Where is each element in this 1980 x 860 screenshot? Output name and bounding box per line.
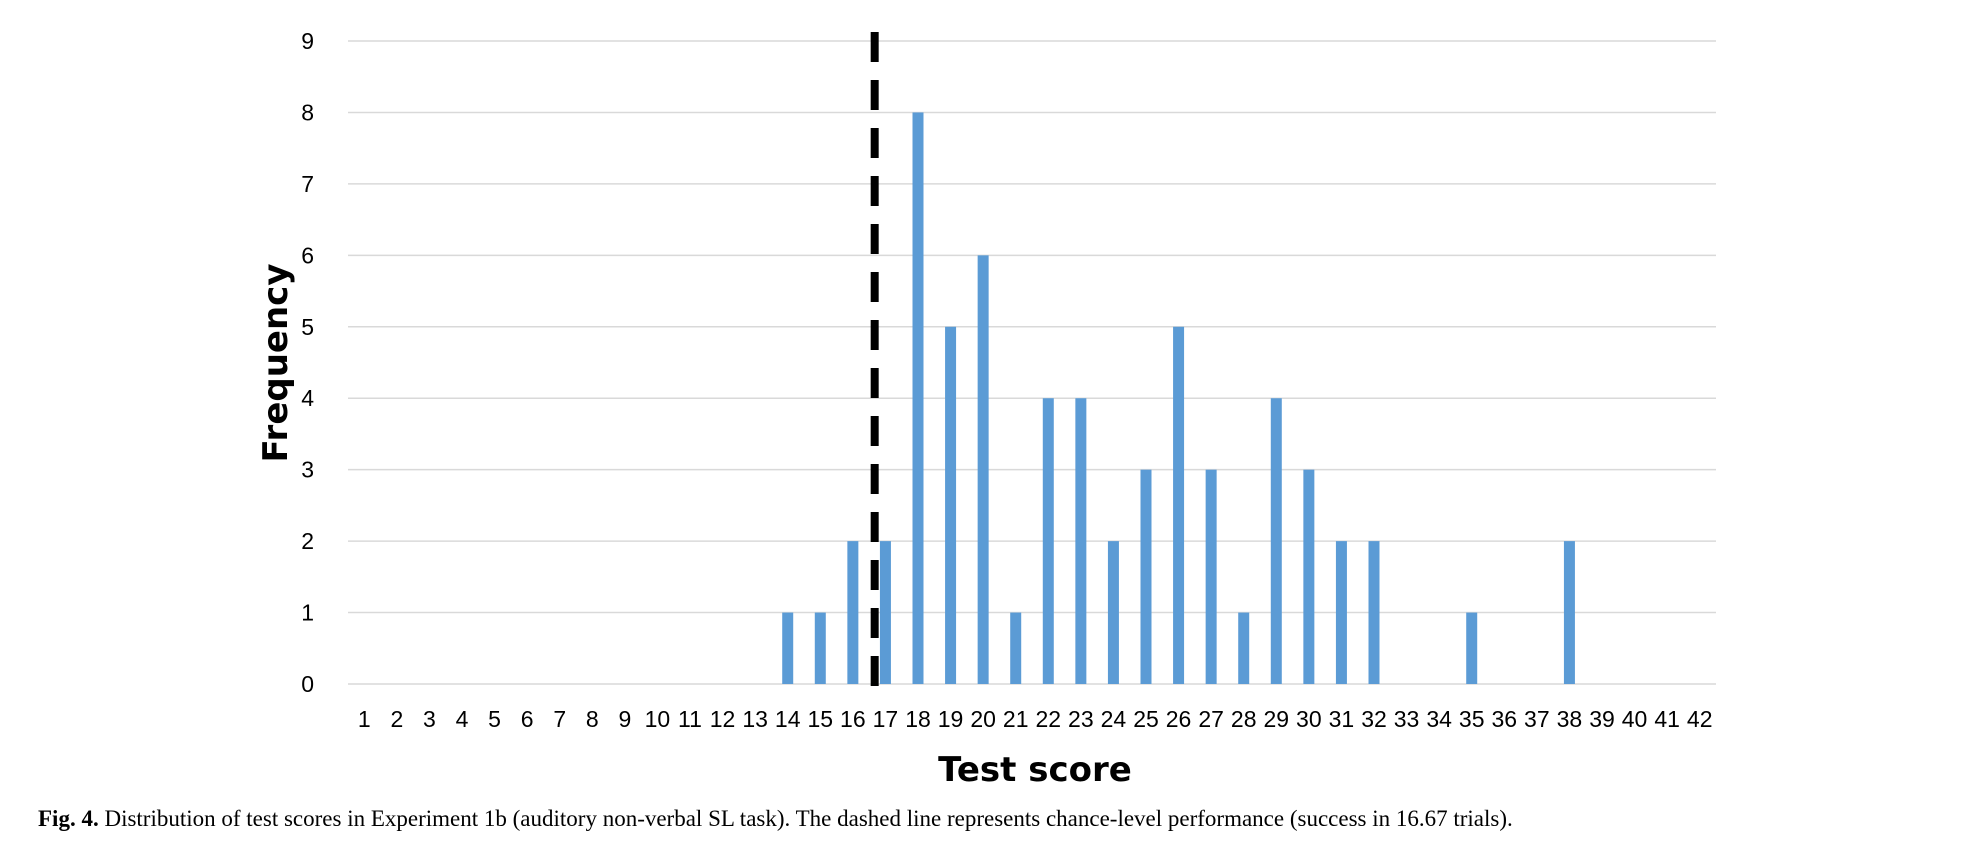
y-tick-label: 6: [301, 242, 314, 268]
x-tick-label: 30: [1296, 706, 1322, 732]
x-tick-label: 39: [1589, 706, 1615, 732]
bar-score-16: [847, 541, 859, 684]
y-tick-label: 3: [301, 457, 314, 483]
x-tick-label: 1: [358, 706, 371, 732]
x-tick-label: 25: [1133, 706, 1159, 732]
x-tick-label: 17: [873, 706, 899, 732]
x-tick-label: 10: [645, 706, 671, 732]
y-tick-label: 1: [301, 600, 314, 626]
bar-score-20: [977, 255, 989, 685]
x-tick-label: 28: [1231, 706, 1257, 732]
x-tick-label: 16: [840, 706, 866, 732]
x-tick-label: 24: [1101, 706, 1127, 732]
x-tick-label: 13: [742, 706, 768, 732]
x-tick-label: 27: [1198, 706, 1224, 732]
y-tick-label: 5: [301, 314, 314, 340]
bar-score-32: [1368, 541, 1380, 684]
x-tick-label: 32: [1361, 706, 1387, 732]
bar-score-25: [1140, 469, 1152, 684]
x-tick-label: 5: [488, 706, 501, 732]
bar-score-23: [1075, 398, 1087, 684]
y-tick-label: 8: [301, 99, 314, 125]
bar-score-21: [1010, 612, 1022, 684]
x-tick-label: 9: [618, 706, 631, 732]
caption-text: Distribution of test scores in Experimen…: [98, 806, 1513, 831]
figure-caption: Fig. 4. Distribution of test scores in E…: [38, 806, 1958, 832]
x-tick-label: 38: [1557, 706, 1583, 732]
x-tick-label: 6: [521, 706, 534, 732]
caption-label: Fig. 4.: [38, 806, 99, 831]
x-axis-title: Test score: [938, 750, 1132, 790]
x-tick-label: 40: [1622, 706, 1648, 732]
x-tick-label: 18: [905, 706, 931, 732]
x-tick-label: 15: [807, 706, 833, 732]
x-tick-label: 29: [1263, 706, 1289, 732]
x-tick-label: 20: [970, 706, 996, 732]
x-tick-label: 8: [586, 706, 599, 732]
x-tick-label: 23: [1068, 706, 1094, 732]
x-tick-label: 26: [1166, 706, 1192, 732]
x-tick-label: 3: [423, 706, 436, 732]
bar-score-27: [1205, 469, 1217, 684]
bar-score-28: [1238, 612, 1250, 684]
bar-score-31: [1335, 541, 1347, 684]
x-axis-ticks: 1 2 3 4 5 6 7 8 9 10 11 12 13 14 15 16 17 18 19 20 21 22 23 24 2…: [358, 706, 1713, 732]
x-tick-label: 36: [1491, 706, 1517, 732]
x-tick-label: 34: [1426, 706, 1452, 732]
x-tick-label: 7: [553, 706, 566, 732]
x-tick-label: 37: [1524, 706, 1550, 732]
bar-score-18: [912, 112, 924, 684]
y-tick-label: 4: [301, 385, 314, 411]
x-tick-label: 4: [456, 706, 469, 732]
y-tick-label: 2: [301, 528, 314, 554]
bars: [782, 112, 1575, 685]
y-tick-label: 9: [301, 28, 314, 54]
x-tick-label: 21: [1003, 706, 1029, 732]
x-tick-label: 42: [1687, 706, 1713, 732]
x-tick-label: 31: [1329, 706, 1355, 732]
bar-score-29: [1270, 398, 1282, 684]
bar-score-15: [814, 612, 826, 684]
bar-score-22: [1042, 398, 1054, 684]
x-tick-label: 12: [710, 706, 736, 732]
bar-score-35: [1466, 612, 1478, 684]
y-tick-label: 7: [301, 171, 314, 197]
bar-score-26: [1173, 326, 1185, 684]
bar-score-14: [782, 612, 794, 684]
x-tick-label: 22: [1035, 706, 1061, 732]
y-axis-title: Frequency: [256, 263, 296, 462]
y-axis-ticks: 0 1 2 3 4 5 6 7 8 9: [301, 28, 314, 697]
x-tick-label: 2: [390, 706, 403, 732]
bar-score-17: [879, 541, 891, 684]
y-tick-label: 0: [301, 671, 314, 697]
bar-score-24: [1107, 541, 1119, 684]
x-tick-label: 33: [1394, 706, 1420, 732]
x-tick-label: 35: [1459, 706, 1485, 732]
x-tick-label: 14: [775, 706, 801, 732]
x-tick-label: 41: [1654, 706, 1680, 732]
bar-score-38: [1563, 541, 1575, 684]
x-tick-label: 11: [678, 706, 702, 732]
x-tick-label: 19: [938, 706, 964, 732]
bar-score-30: [1303, 469, 1315, 684]
gridlines: [348, 40, 1716, 685]
bar-score-19: [945, 326, 957, 684]
